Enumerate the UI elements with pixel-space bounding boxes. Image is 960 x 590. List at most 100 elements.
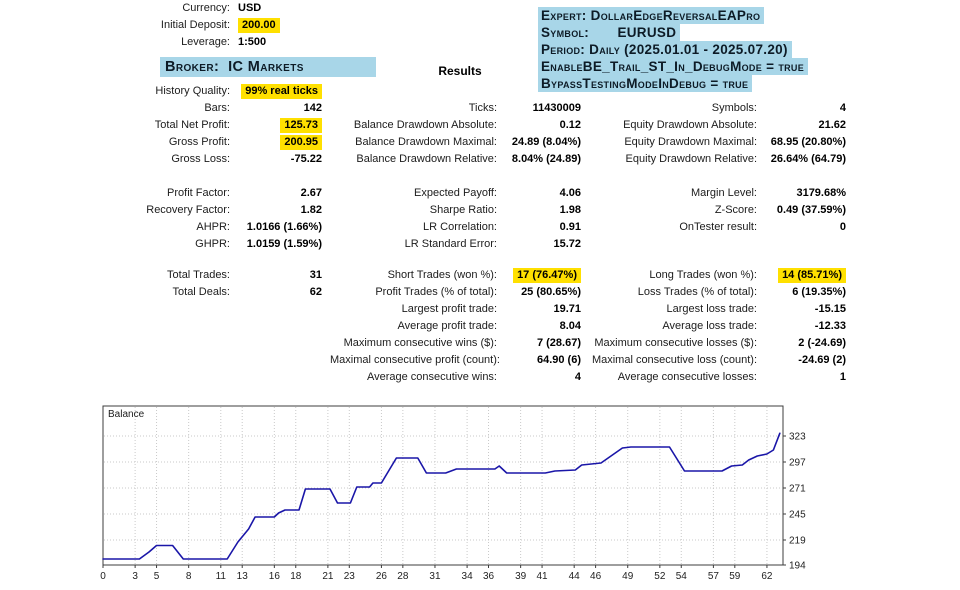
stat-value: 17 (76.47%) bbox=[497, 268, 581, 283]
stat-label: Average loss trade: bbox=[662, 320, 757, 332]
stat-value: 7 (28.67) bbox=[536, 337, 581, 349]
stat-value: 14 (85.71%) bbox=[757, 268, 846, 283]
x-tick-label: 31 bbox=[429, 571, 441, 582]
stat-label: Total Net Profit: bbox=[154, 119, 230, 131]
stat-label: Maximal consecutive profit (count): bbox=[330, 354, 500, 366]
x-tick-label: 59 bbox=[729, 571, 741, 582]
stat-label: Expected Payoff: bbox=[414, 187, 497, 199]
stat-label: Ticks: bbox=[468, 102, 497, 114]
y-tick-label: 297 bbox=[789, 458, 806, 469]
stat-label: Balance Drawdown Relative: bbox=[356, 153, 497, 165]
stat-label: LR Correlation: bbox=[423, 221, 497, 233]
x-tick-label: 62 bbox=[761, 571, 773, 582]
x-tick-label: 34 bbox=[462, 571, 474, 582]
y-tick-label: 323 bbox=[789, 432, 806, 443]
x-tick-label: 0 bbox=[100, 571, 106, 582]
stat-label: Equity Drawdown Maximal: bbox=[624, 136, 757, 148]
stat-label: Z-Score: bbox=[714, 204, 757, 216]
account-value: USD bbox=[238, 2, 262, 14]
stat-label: Gross Profit: bbox=[168, 136, 230, 148]
y-tick-label: 219 bbox=[789, 536, 806, 547]
stat-value: 142 bbox=[303, 102, 322, 114]
stat-label: LR Standard Error: bbox=[404, 238, 497, 250]
x-tick-label: 13 bbox=[237, 571, 249, 582]
x-tick-label: 21 bbox=[322, 571, 334, 582]
expert-info-line: Expert: DollarEdgeReversalEAPro bbox=[538, 7, 765, 24]
highlight: 17 (76.47%) bbox=[513, 268, 581, 283]
x-tick-label: 8 bbox=[186, 571, 192, 582]
stat-value: 125.73 bbox=[232, 118, 322, 133]
stat-label: Balance Drawdown Maximal: bbox=[355, 136, 497, 148]
stat-label: Balance Drawdown Absolute: bbox=[353, 119, 497, 131]
highlight: 200.00 bbox=[238, 18, 280, 33]
stat-value: 1.98 bbox=[559, 204, 581, 216]
stat-label: Equity Drawdown Relative: bbox=[625, 153, 757, 165]
stat-label: Average profit trade: bbox=[397, 320, 497, 332]
stat-label: Equity Drawdown Absolute: bbox=[623, 119, 757, 131]
stat-value: 8.04% (24.89) bbox=[511, 153, 581, 165]
stat-value: -75.22 bbox=[290, 153, 322, 165]
stat-value: 11430009 bbox=[532, 102, 581, 114]
stat-value: 6 (19.35%) bbox=[792, 286, 846, 298]
stat-value: 4 bbox=[839, 102, 846, 114]
stat-value: 0.49 (37.59%) bbox=[776, 204, 846, 216]
chart-legend-balance: Balance bbox=[108, 409, 145, 420]
stat-value: 26.64% (64.79) bbox=[770, 153, 846, 165]
stat-label: OnTester result: bbox=[679, 221, 757, 233]
stat-value: 21.62 bbox=[818, 119, 846, 131]
stat-label: Gross Loss: bbox=[171, 153, 230, 165]
results-heading: Results bbox=[438, 64, 482, 78]
x-tick-label: 46 bbox=[590, 571, 602, 582]
y-tick-label: 245 bbox=[789, 510, 806, 521]
stat-label: Average consecutive losses: bbox=[617, 371, 757, 383]
stat-label: Loss Trades (% of total): bbox=[637, 286, 757, 298]
stat-label: Margin Level: bbox=[690, 187, 757, 199]
stat-value: 19.71 bbox=[553, 303, 581, 315]
stat-value: 25 (80.65%) bbox=[521, 286, 581, 298]
stat-value: 62 bbox=[309, 286, 322, 298]
stat-label: Profit Factor: bbox=[167, 187, 230, 199]
stat-value: 15.72 bbox=[553, 238, 581, 250]
account-value: 1:500 bbox=[238, 36, 267, 48]
x-tick-label: 26 bbox=[376, 571, 388, 582]
stat-label: GHPR: bbox=[195, 238, 230, 250]
stat-value: 99% real ticks bbox=[232, 84, 322, 99]
highlight: 200.95 bbox=[280, 135, 322, 150]
stat-label: Recovery Factor: bbox=[146, 204, 230, 216]
stat-label: Maximum consecutive losses ($): bbox=[594, 337, 757, 349]
stat-value: 64.90 (6) bbox=[536, 354, 581, 366]
stat-label: Total Deals: bbox=[172, 286, 230, 298]
x-tick-label: 11 bbox=[216, 571, 227, 582]
stat-value: 0.12 bbox=[559, 119, 581, 131]
stat-label: History Quality: bbox=[155, 85, 230, 97]
stat-label: Largest profit trade: bbox=[401, 303, 497, 315]
stat-value: 1.0166 (1.66%) bbox=[246, 221, 322, 233]
stat-value: 0.91 bbox=[559, 221, 581, 233]
x-tick-label: 28 bbox=[397, 571, 409, 582]
x-tick-label: 23 bbox=[344, 571, 356, 582]
stat-label: Total Trades: bbox=[167, 269, 230, 281]
expert-info-line: BypassTestingModeInDebug = true bbox=[538, 75, 753, 92]
broker-heading: Broker: IC Markets bbox=[160, 57, 376, 77]
x-tick-label: 3 bbox=[132, 571, 138, 582]
stat-value: 2 (-24.69) bbox=[798, 337, 846, 349]
x-tick-label: 57 bbox=[708, 571, 720, 582]
balance-chart: 0 3 5 8 11 13 16 18 21 23 26 28 31 34 36 39 41 44 46 49 52 54… bbox=[100, 405, 806, 582]
stat-label: Profit Trades (% of total): bbox=[375, 286, 497, 298]
stat-label: Maximum consecutive wins ($): bbox=[343, 337, 497, 349]
stat-label: Largest loss trade: bbox=[666, 303, 758, 315]
stat-value: -24.69 (2) bbox=[798, 354, 846, 366]
stat-value: 68.95 (20.80%) bbox=[770, 136, 846, 148]
highlight: 125.73 bbox=[280, 118, 322, 133]
y-tick-label: 194 bbox=[789, 561, 806, 572]
stat-label: Short Trades (won %): bbox=[387, 269, 497, 281]
x-tick-label: 52 bbox=[654, 571, 666, 582]
stat-value: 24.89 (8.04%) bbox=[511, 136, 581, 148]
stat-value: 1.82 bbox=[300, 204, 322, 216]
stat-label: Average consecutive wins: bbox=[366, 371, 497, 383]
stat-value: 31 bbox=[309, 269, 322, 281]
stat-label: Long Trades (won %): bbox=[649, 269, 757, 281]
x-tick-label: 18 bbox=[290, 571, 302, 582]
y-tick-label: 271 bbox=[789, 484, 806, 495]
